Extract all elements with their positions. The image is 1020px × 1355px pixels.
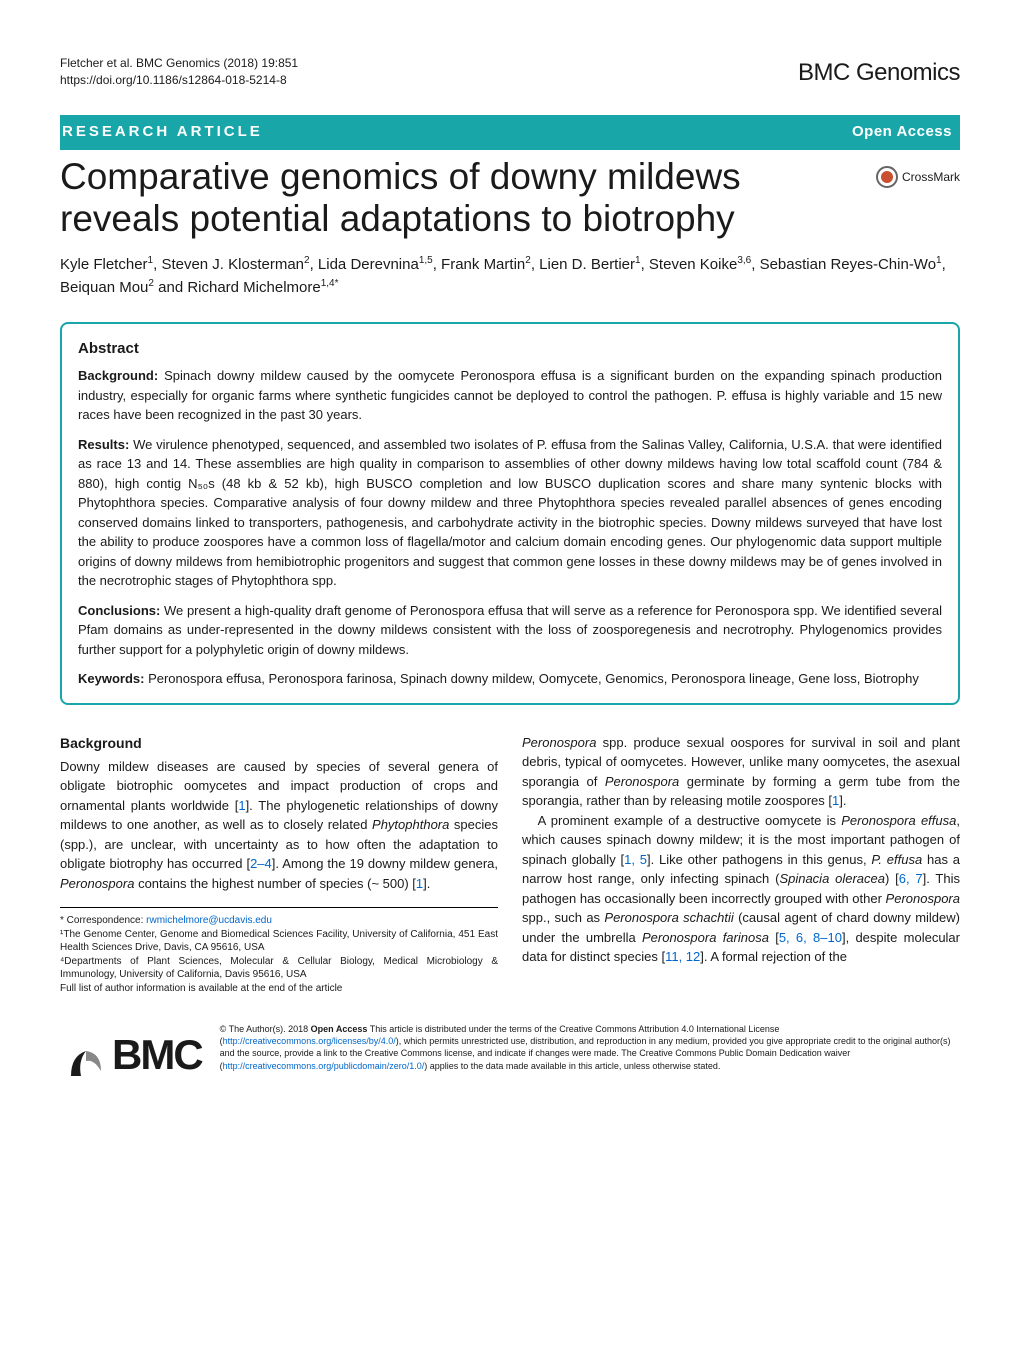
abstract-results-text: We virulence phenotyped, sequenced, and … — [78, 437, 942, 589]
body-para-1: Downy mildew diseases are caused by spec… — [60, 757, 498, 894]
column-right: Peronospora spp. produce sexual oospores… — [522, 733, 960, 996]
body-para-2: Peronospora spp. produce sexual oospores… — [522, 733, 960, 811]
affiliation-1: ¹The Genome Center, Genome and Biomedica… — [60, 928, 498, 955]
bmc-logo-text: BMC — [112, 1023, 202, 1086]
journal-name: BMC Genomics — [798, 55, 960, 91]
abstract-box: Abstract Background: Spinach downy milde… — [60, 322, 960, 705]
crossmark-badge[interactable]: CrossMark — [876, 166, 960, 188]
doi-line: https://doi.org/10.1186/s12864-018-5214-… — [60, 72, 298, 89]
correspondence-email[interactable]: rwmichelmore@ucdavis.edu — [146, 915, 272, 926]
abstract-background-text: Spinach downy mildew caused by the oomyc… — [78, 368, 942, 422]
footnote-divider — [60, 907, 498, 908]
background-heading: Background — [60, 733, 498, 754]
bmc-logo-icon — [66, 1035, 106, 1075]
abstract-heading: Abstract — [78, 338, 942, 361]
author-list: Kyle Fletcher1, Steven J. Klosterman2, L… — [60, 253, 960, 300]
affiliation-4: ⁴Departments of Plant Sciences, Molecula… — [60, 955, 498, 982]
abstract-keywords-label: Keywords: — [78, 671, 144, 686]
abstract-results: Results: We virulence phenotyped, sequen… — [78, 435, 942, 591]
body-para-3: A prominent example of a destructive oom… — [522, 811, 960, 967]
page-footer: BMC © The Author(s). 2018 Open Access Th… — [60, 1023, 960, 1086]
abstract-keywords: Keywords: Peronospora effusa, Peronospor… — [78, 669, 942, 689]
abstract-results-label: Results: — [78, 437, 129, 452]
correspondence-line: * Correspondence: rwmichelmore@ucdavis.e… — [60, 914, 498, 928]
article-title: Comparative genomics of downy mildews re… — [60, 156, 862, 241]
open-access-label: Open Access — [852, 121, 952, 144]
bmc-logo: BMC — [66, 1023, 202, 1086]
abstract-background-label: Background: — [78, 368, 158, 383]
crossmark-icon — [876, 166, 898, 188]
crossmark-label: CrossMark — [902, 168, 960, 186]
abstract-conclusions-text: We present a high-quality draft genome o… — [78, 603, 942, 657]
license-text: © The Author(s). 2018 Open Access This a… — [220, 1023, 954, 1072]
citation-block: Fletcher et al. BMC Genomics (2018) 19:8… — [60, 55, 298, 89]
abstract-background: Background: Spinach downy mildew caused … — [78, 366, 942, 425]
footnotes: * Correspondence: rwmichelmore@ucdavis.e… — [60, 914, 498, 995]
abstract-conclusions: Conclusions: We present a high-quality d… — [78, 601, 942, 660]
full-author-list-note: Full list of author information is avail… — [60, 982, 498, 996]
abstract-keywords-text: Peronospora effusa, Peronospora farinosa… — [144, 671, 918, 686]
body-columns: Background Downy mildew diseases are cau… — [60, 733, 960, 996]
citation-line: Fletcher et al. BMC Genomics (2018) 19:8… — [60, 55, 298, 72]
abstract-conclusions-label: Conclusions: — [78, 603, 160, 618]
column-left: Background Downy mildew diseases are cau… — [60, 733, 498, 996]
article-type-label: RESEARCH ARTICLE — [62, 121, 263, 144]
article-type-banner: RESEARCH ARTICLE Open Access — [60, 115, 960, 150]
correspondence-label: * Correspondence: — [60, 915, 146, 926]
header-meta: Fletcher et al. BMC Genomics (2018) 19:8… — [60, 55, 960, 91]
